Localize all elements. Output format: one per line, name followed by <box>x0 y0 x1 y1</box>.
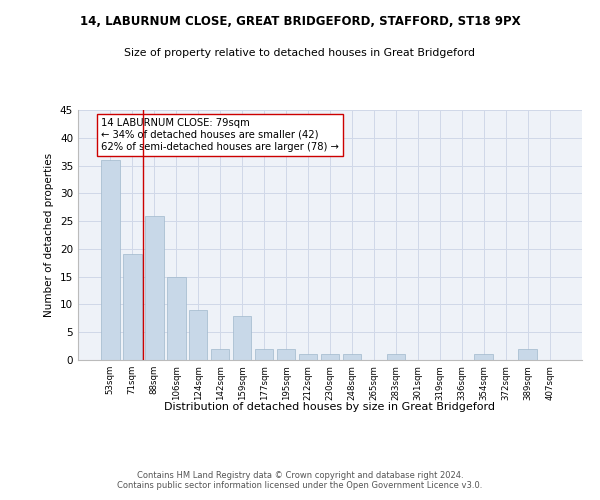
Bar <box>189 310 208 360</box>
Bar <box>233 316 251 360</box>
Bar <box>277 349 295 360</box>
Bar <box>167 276 185 360</box>
Text: Size of property relative to detached houses in Great Bridgeford: Size of property relative to detached ho… <box>125 48 476 58</box>
Text: Distribution of detached houses by size in Great Bridgeford: Distribution of detached houses by size … <box>164 402 496 412</box>
Bar <box>386 354 405 360</box>
Y-axis label: Number of detached properties: Number of detached properties <box>44 153 55 317</box>
Bar <box>123 254 142 360</box>
Bar <box>299 354 317 360</box>
Bar <box>211 349 229 360</box>
Bar <box>343 354 361 360</box>
Bar <box>475 354 493 360</box>
Bar <box>320 354 340 360</box>
Bar <box>518 349 537 360</box>
Bar <box>255 349 274 360</box>
Text: Contains HM Land Registry data © Crown copyright and database right 2024.
Contai: Contains HM Land Registry data © Crown c… <box>118 470 482 490</box>
Text: 14 LABURNUM CLOSE: 79sqm
← 34% of detached houses are smaller (42)
62% of semi-d: 14 LABURNUM CLOSE: 79sqm ← 34% of detach… <box>101 118 340 152</box>
Bar <box>145 216 164 360</box>
Bar <box>101 160 119 360</box>
Text: 14, LABURNUM CLOSE, GREAT BRIDGEFORD, STAFFORD, ST18 9PX: 14, LABURNUM CLOSE, GREAT BRIDGEFORD, ST… <box>80 15 520 28</box>
